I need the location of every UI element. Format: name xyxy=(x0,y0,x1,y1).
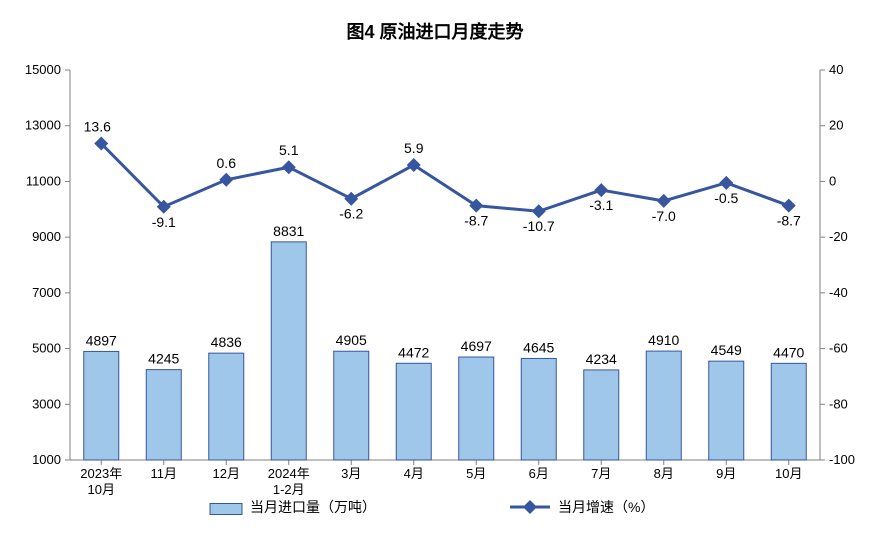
bar xyxy=(84,351,119,460)
line-marker xyxy=(219,173,233,187)
chart-title: 图4 原油进口月度走势 xyxy=(0,18,870,44)
bar xyxy=(521,358,556,460)
bar-value-label: 4897 xyxy=(86,332,117,348)
y-left-tick-label: 9000 xyxy=(32,229,61,244)
y-left-tick-label: 11000 xyxy=(26,173,61,188)
line-value-label: -8.7 xyxy=(464,213,488,229)
bar-value-label: 4549 xyxy=(711,342,742,358)
x-tick-label: 2024年 xyxy=(268,466,310,481)
bar xyxy=(584,370,619,460)
y-left-tick-label: 7000 xyxy=(32,285,61,300)
line-value-label: -10.7 xyxy=(523,218,555,234)
legend-bar-swatch xyxy=(210,504,242,515)
line-value-label: -6.2 xyxy=(339,206,363,222)
bar xyxy=(771,363,806,460)
growth-line xyxy=(101,144,789,212)
y-left-tick-label: 15000 xyxy=(25,62,61,77)
line-marker xyxy=(657,194,671,208)
y-right-tick-label: 40 xyxy=(829,62,843,77)
bar xyxy=(396,363,431,460)
x-tick-label: 11月 xyxy=(151,466,178,481)
line-value-label: 5.1 xyxy=(279,142,299,158)
line-value-label: 5.9 xyxy=(404,140,424,156)
y-left-tick-label: 5000 xyxy=(32,341,61,356)
line-marker xyxy=(532,204,546,218)
x-tick-label: 2023年 xyxy=(80,466,122,481)
y-left-tick-label: 1000 xyxy=(32,452,61,467)
x-tick-label: 6月 xyxy=(529,466,549,481)
bar-value-label: 4645 xyxy=(523,339,554,355)
x-tick-label: 4月 xyxy=(404,466,424,481)
y-right-tick-label: -80 xyxy=(829,396,848,411)
legend-line-marker xyxy=(523,500,537,514)
bar xyxy=(146,370,181,460)
bar xyxy=(271,242,306,460)
line-value-label: 13.6 xyxy=(84,119,111,135)
bar xyxy=(459,357,494,460)
bar-value-label: 4234 xyxy=(586,351,617,367)
line-value-label: -0.5 xyxy=(714,190,738,206)
line-value-label: -8.7 xyxy=(777,213,801,229)
legend-line-label: 当月增速（%） xyxy=(558,499,654,515)
x-tick-label: 5月 xyxy=(466,466,486,481)
bar-value-label: 4910 xyxy=(648,332,679,348)
bar-value-label: 4836 xyxy=(211,334,242,350)
line-marker xyxy=(594,183,608,197)
line-marker xyxy=(719,176,733,190)
x-tick-label: 10月 xyxy=(88,482,115,497)
x-tick-label: 12月 xyxy=(213,466,240,481)
bar-value-label: 4472 xyxy=(398,344,429,360)
crude-oil-import-chart: 图4 原油进口月度走势 1000 3000 5000 7000 9000 11000 130… xyxy=(0,0,870,542)
y-right-tick-label: -60 xyxy=(829,341,848,356)
bar-value-label: 4697 xyxy=(461,338,492,354)
x-tick-label: 8月 xyxy=(654,466,674,481)
y-right-tick-label: -20 xyxy=(829,229,848,244)
chart-svg: 1000 3000 5000 7000 9000 11000 13000 15000 -100 -… xyxy=(0,0,870,542)
y-right-tick-label: 0 xyxy=(829,173,836,188)
bar xyxy=(709,361,744,460)
line-marker xyxy=(344,192,358,206)
bar-value-label: 4245 xyxy=(148,351,179,367)
y-right-tick-label: -40 xyxy=(829,285,848,300)
x-tick-label: 3月 xyxy=(341,466,361,481)
y-left-tick-label: 3000 xyxy=(32,396,61,411)
y-right-tick-label: -100 xyxy=(829,452,855,467)
line-value-label: -7.0 xyxy=(652,208,676,224)
bar-value-label: 4470 xyxy=(773,344,804,360)
y-left-tick-label: 13000 xyxy=(25,118,61,133)
line-value-label: 0.6 xyxy=(217,155,237,171)
x-tick-label: 1-2月 xyxy=(273,482,305,497)
bar-value-label: 8831 xyxy=(273,223,304,239)
line-value-label: -3.1 xyxy=(589,197,613,213)
x-tick-label: 10月 xyxy=(775,466,802,481)
bar-value-label: 4905 xyxy=(336,332,367,348)
y-right-tick-label: 20 xyxy=(829,118,843,133)
bar xyxy=(646,351,681,460)
x-tick-label: 9月 xyxy=(716,466,736,481)
line-marker xyxy=(282,160,296,174)
bar xyxy=(209,353,244,460)
line-marker xyxy=(782,199,796,213)
x-tick-label: 7月 xyxy=(591,466,611,481)
line-value-label: -9.1 xyxy=(152,214,176,230)
legend-bar-label: 当月进口量（万吨） xyxy=(250,499,376,515)
bar xyxy=(334,351,369,460)
